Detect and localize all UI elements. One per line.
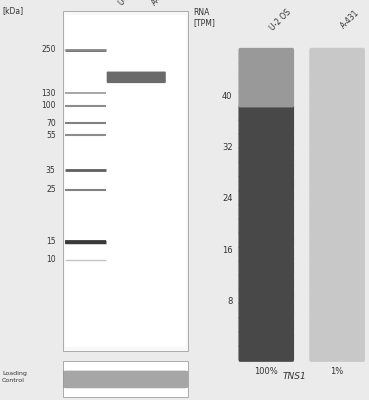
- Text: Low: Low: [128, 366, 145, 375]
- FancyBboxPatch shape: [63, 11, 188, 350]
- FancyBboxPatch shape: [238, 288, 294, 305]
- Text: U-2 OS: U-2 OS: [268, 8, 293, 32]
- FancyBboxPatch shape: [238, 90, 294, 108]
- FancyBboxPatch shape: [238, 316, 294, 334]
- FancyBboxPatch shape: [238, 62, 294, 79]
- FancyBboxPatch shape: [238, 345, 294, 362]
- FancyBboxPatch shape: [309, 260, 365, 277]
- FancyBboxPatch shape: [309, 175, 365, 192]
- FancyBboxPatch shape: [309, 104, 365, 122]
- FancyBboxPatch shape: [238, 330, 294, 348]
- Text: 8: 8: [227, 297, 232, 306]
- Text: RNA
[TPM]: RNA [TPM]: [194, 8, 215, 27]
- FancyBboxPatch shape: [309, 316, 365, 334]
- FancyBboxPatch shape: [238, 175, 294, 192]
- Text: 1%: 1%: [331, 367, 344, 376]
- FancyBboxPatch shape: [107, 72, 166, 83]
- FancyBboxPatch shape: [238, 274, 294, 291]
- Text: 25: 25: [46, 185, 56, 194]
- FancyBboxPatch shape: [238, 218, 294, 235]
- FancyBboxPatch shape: [309, 48, 365, 65]
- FancyBboxPatch shape: [101, 67, 175, 87]
- Text: U-2 OS: U-2 OS: [117, 0, 142, 8]
- FancyBboxPatch shape: [309, 302, 365, 320]
- FancyBboxPatch shape: [238, 232, 294, 249]
- FancyBboxPatch shape: [309, 161, 365, 178]
- Text: 250: 250: [41, 45, 56, 54]
- Text: 35: 35: [46, 166, 56, 175]
- Text: 15: 15: [46, 238, 56, 246]
- Text: 55: 55: [46, 131, 56, 140]
- FancyBboxPatch shape: [238, 161, 294, 178]
- FancyBboxPatch shape: [309, 118, 365, 136]
- Text: 100%: 100%: [254, 367, 278, 376]
- FancyBboxPatch shape: [309, 90, 365, 108]
- FancyBboxPatch shape: [309, 218, 365, 235]
- Text: [kDa]: [kDa]: [2, 6, 23, 15]
- Text: 100: 100: [41, 101, 56, 110]
- FancyBboxPatch shape: [309, 147, 365, 164]
- Text: 32: 32: [222, 143, 232, 152]
- FancyBboxPatch shape: [63, 361, 188, 397]
- FancyBboxPatch shape: [309, 288, 365, 305]
- FancyBboxPatch shape: [309, 203, 365, 220]
- Text: 16: 16: [222, 246, 232, 255]
- FancyBboxPatch shape: [309, 232, 365, 249]
- Text: TNS1: TNS1: [283, 372, 307, 381]
- FancyBboxPatch shape: [309, 76, 365, 93]
- FancyBboxPatch shape: [309, 345, 365, 362]
- Text: 24: 24: [222, 194, 232, 204]
- FancyBboxPatch shape: [238, 147, 294, 164]
- FancyBboxPatch shape: [309, 189, 365, 206]
- FancyBboxPatch shape: [238, 302, 294, 320]
- FancyBboxPatch shape: [238, 48, 294, 65]
- FancyBboxPatch shape: [238, 246, 294, 263]
- FancyBboxPatch shape: [238, 118, 294, 136]
- FancyBboxPatch shape: [309, 246, 365, 263]
- FancyBboxPatch shape: [309, 62, 365, 79]
- FancyBboxPatch shape: [238, 203, 294, 220]
- FancyBboxPatch shape: [238, 260, 294, 277]
- Text: 10: 10: [46, 255, 56, 264]
- Text: 130: 130: [41, 89, 56, 98]
- FancyBboxPatch shape: [65, 14, 186, 347]
- FancyBboxPatch shape: [309, 133, 365, 150]
- FancyBboxPatch shape: [238, 133, 294, 150]
- Text: High: High: [73, 366, 92, 375]
- Text: A-431: A-431: [339, 8, 361, 30]
- FancyBboxPatch shape: [238, 76, 294, 93]
- Text: A-431: A-431: [150, 0, 172, 8]
- FancyBboxPatch shape: [238, 104, 294, 122]
- Text: 40: 40: [222, 92, 232, 100]
- FancyBboxPatch shape: [309, 330, 365, 348]
- FancyBboxPatch shape: [309, 274, 365, 291]
- Text: 70: 70: [46, 118, 56, 128]
- FancyBboxPatch shape: [238, 189, 294, 206]
- Text: Loading
Control: Loading Control: [2, 371, 27, 382]
- FancyBboxPatch shape: [63, 370, 188, 388]
